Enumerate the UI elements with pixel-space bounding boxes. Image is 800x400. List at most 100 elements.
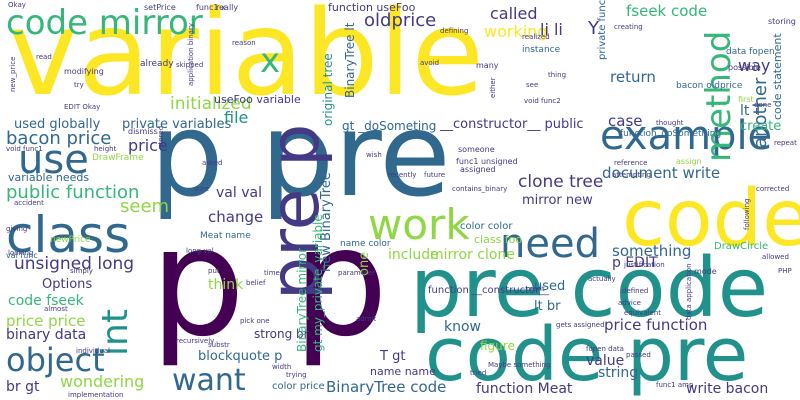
word-private-function: private function [597,0,608,60]
word-BinaryTree-mirror: BinaryTree mirror [295,247,309,352]
word-PHP: PHP [778,267,792,275]
word-defined: defined [622,287,649,295]
word-thought: thought [656,119,684,127]
word-fopen-data: fopen data [586,345,624,353]
word-class-foo: class foo [474,233,523,246]
word-actually: actually [588,275,616,283]
word-binary-data: binary data [6,327,87,343]
word-seem: seem [120,196,170,217]
word-put: put [208,267,220,275]
word-looking: looking [8,249,34,257]
word-strong-br: strong br [254,327,309,341]
word-work: work [368,200,470,249]
word-working: working [484,22,548,41]
word-long-val: long val [186,247,214,255]
word-equivalent: equivalent [624,309,661,317]
word-T-gt: T gt [380,349,406,364]
word-many: many [476,61,499,70]
word-need: need [500,221,600,267]
word-write-bacon: write bacon [686,381,769,397]
word-object: object [6,341,105,379]
word-lt-T: lt T [740,103,763,119]
word-realized: realized [522,33,550,41]
word-avoid: avoid [420,59,440,67]
word-know: know [444,319,481,335]
word-recently: recently [388,171,417,179]
word-someone: someone [458,145,495,154]
word-future: future [424,171,446,179]
word-something: something [612,242,692,260]
word-DrawFrame: DrawFrame [92,153,144,163]
word-width: width [272,363,292,371]
word-pre-code: pre code [410,241,769,336]
word-used: used [534,279,566,294]
word-p-pre: p pre [150,88,451,223]
word-thing: thing [548,71,567,79]
word-think: think [208,277,244,293]
word-price: price [128,136,168,155]
word-code-pre: code pre [425,312,749,398]
word-return: return [610,68,656,86]
word-almost: almost [44,305,68,313]
word-function-useFoo: function useFoo [328,1,416,14]
word-function-doSomething: function_doSomething [620,129,722,139]
word-see: see [526,81,539,89]
word-function-constructor: function __constructor__ [428,285,550,296]
word-creating: creating [614,23,643,31]
word-val-val: val val [216,185,262,201]
word-private-variables: private variables [122,117,232,132]
word-gets-assigned: gets assigned [556,321,605,329]
word-read: read [36,53,52,61]
word-gt-doSometing: gt _doSometing [342,119,437,133]
word-useFoo-variable: useFoo variable [214,93,301,106]
word-time: time [264,269,280,277]
word-DrawCircle: DrawCircle [714,241,769,252]
word-variable-needs: variable needs [8,171,90,184]
word-function-Meat: function Meat [476,381,573,397]
word-following: following [743,198,751,230]
word-try: try [74,81,84,89]
word-assign: assign [676,157,702,166]
word-possible: possible [728,63,761,72]
word-allowed: allowed [762,253,789,261]
word-EDIT-Okay: EDIT Okay [64,103,101,111]
word-code-fseek: code fseek [8,293,84,309]
word-recursively: recursively [176,337,215,345]
word-admit: admit [356,315,377,323]
word-li-li: li li [540,20,563,39]
word-bacon-oldprice: bacon oldprice [676,81,743,91]
word-fseek-code: fseek code [626,2,708,20]
word-wondering: wondering [60,372,145,391]
word-passed: passed [626,351,651,359]
word-br-gt: br gt [6,379,40,395]
word-instance: instance [522,45,561,55]
word-code-mirror: code mirror [6,3,203,43]
word-Okay: Okay [8,1,26,9]
word-file: file [224,108,249,127]
word-change: change [208,208,264,226]
word-assigned: assigned [460,165,496,174]
word-original-tree: original tree [321,53,335,126]
word-repeat: repeat [774,139,797,147]
word-simply: simply [70,267,93,275]
word-blockquote-p: blockquote p [198,349,283,364]
word-color-color: color color [460,221,513,232]
word-data-application: data application [685,263,693,320]
word-code: code [622,174,800,264]
word-really: really [216,3,239,12]
word-BinaryTree-lt: BinaryTree lt [343,22,357,98]
word-initialized: initialized [170,94,252,114]
word-defining: defining [440,27,469,35]
word-corrected: corrected [756,185,790,193]
word-skipped: skipped [176,61,204,69]
word-clone-tree: clone tree [518,172,604,192]
word-done: done [754,101,772,109]
word-code-statement: code statement [771,33,784,120]
word-dismiss: dismiss [128,127,158,136]
word-advice: advice [618,299,641,307]
word-pick-one: pick one [240,317,270,325]
word-attempting: attempting [612,171,651,179]
word-class: class [6,206,131,264]
word-either: either [489,77,497,98]
word-p-p: p p [150,196,389,370]
